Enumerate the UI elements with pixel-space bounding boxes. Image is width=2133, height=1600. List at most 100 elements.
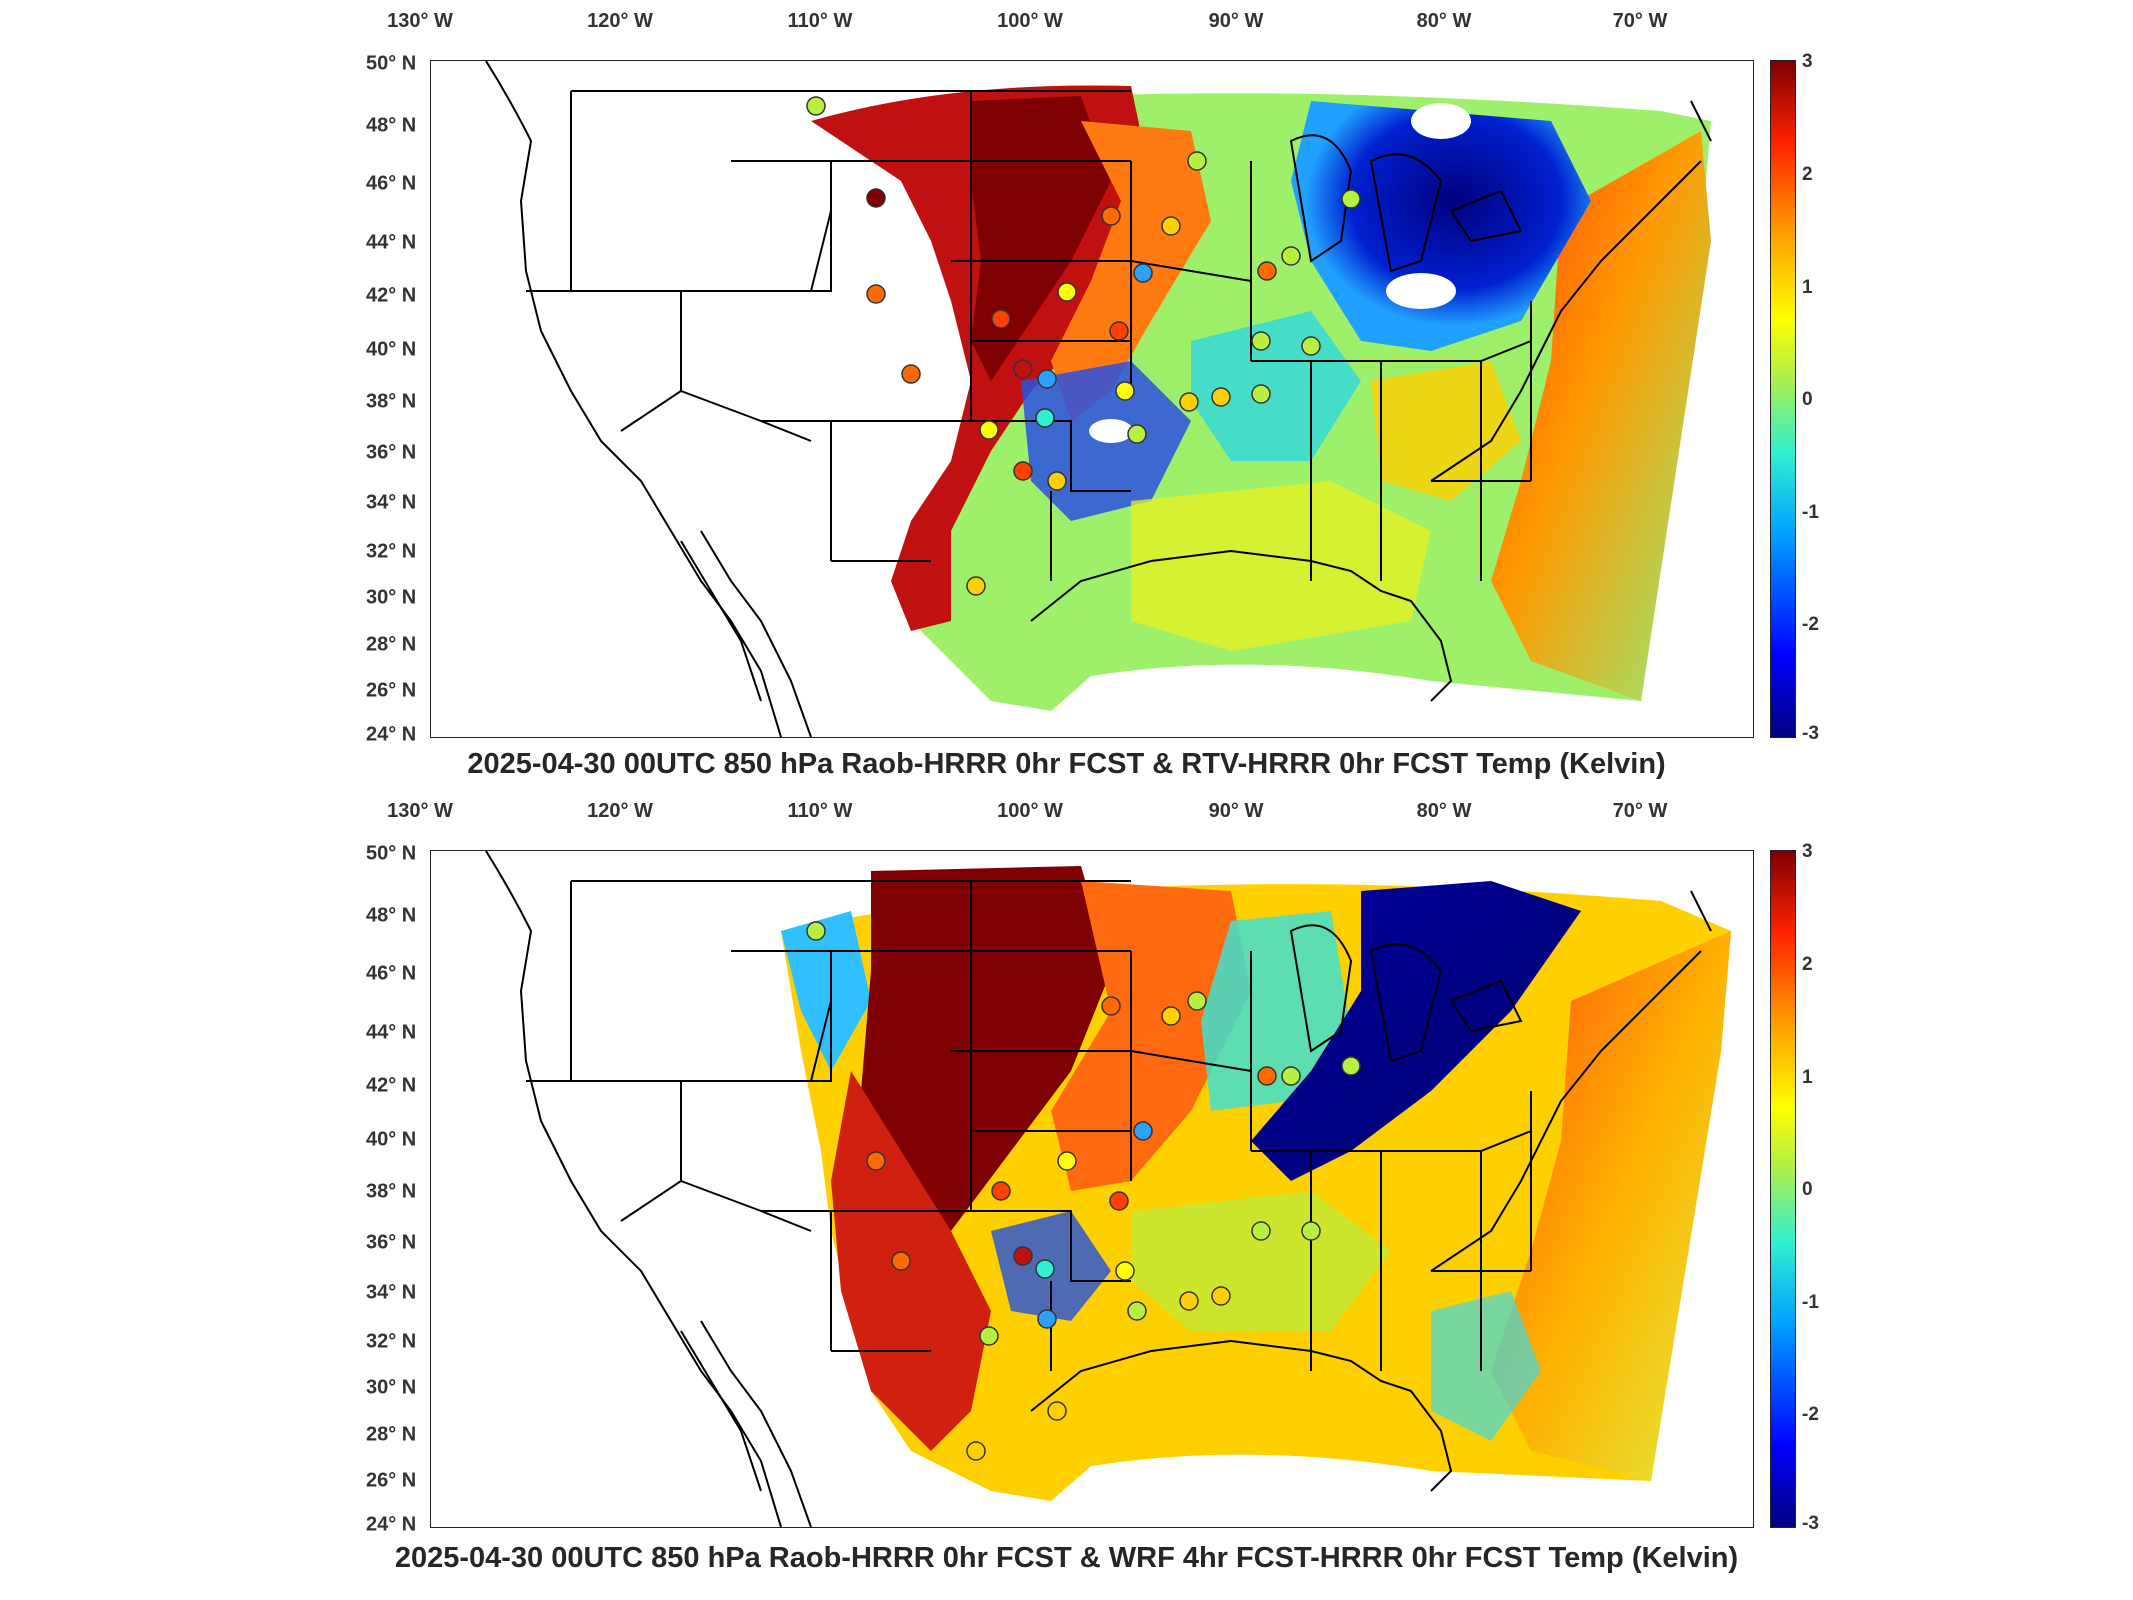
raob-dot xyxy=(1127,1301,1147,1321)
lon-label: 120° W xyxy=(587,10,653,32)
great-lakes xyxy=(1289,924,1523,1063)
lat-label: 28° N xyxy=(366,1423,417,1446)
colorbar-label: -1 xyxy=(1802,502,1819,523)
raob-dot xyxy=(1013,1246,1033,1266)
raob-dot xyxy=(1037,1309,1057,1329)
colorbar-label: 0 xyxy=(1802,389,1813,410)
raob-dot xyxy=(1257,261,1277,281)
lat-label: 48° N xyxy=(366,904,417,927)
lat-label: 30° N xyxy=(366,1376,417,1399)
east-coast xyxy=(1430,100,1712,482)
temperature-difference-map xyxy=(485,61,1712,737)
lat-label: 38° N xyxy=(366,390,417,413)
lon-label: 110° W xyxy=(787,800,853,822)
colorbar-label: 2 xyxy=(1802,164,1813,185)
raob-dot xyxy=(1047,471,1067,491)
raob-dot xyxy=(1047,1401,1067,1421)
raob-dot xyxy=(1109,1191,1129,1211)
gulf-coast xyxy=(1030,1339,1453,1492)
colorbar xyxy=(1770,60,1796,738)
lat-label: 38° N xyxy=(366,1180,417,1203)
lat-label: 42° N xyxy=(366,284,417,307)
lat-label: 46° N xyxy=(366,962,417,985)
lon-label: 70° W xyxy=(1612,800,1668,822)
panel-title: 2025-04-30 00UTC 850 hPa Raob-HRRR 0hr F… xyxy=(467,748,1666,780)
raob-dot xyxy=(1187,991,1207,1011)
lat-label: 44° N xyxy=(366,1021,417,1044)
lon-label: 90° W xyxy=(1208,800,1264,822)
map-top xyxy=(430,60,1754,738)
colorbar-label: 1 xyxy=(1802,277,1813,298)
colorbar-tick xyxy=(1788,60,1795,62)
raob-dot xyxy=(1035,408,1055,428)
cyan-gulf xyxy=(1431,1291,1541,1441)
lat-label: 48° N xyxy=(366,114,417,137)
raob-dot xyxy=(1127,424,1147,444)
raob-dot xyxy=(866,188,886,208)
colorbar-label: 3 xyxy=(1802,51,1813,72)
east-coast xyxy=(1430,890,1712,1272)
raob-dot xyxy=(1013,359,1033,379)
colorbar-label: -3 xyxy=(1802,1513,1819,1534)
lat-label: 24° N xyxy=(366,723,417,746)
raob-dot xyxy=(1179,392,1199,412)
lat-label: 50° N xyxy=(366,842,417,865)
raob-dots xyxy=(806,96,1361,596)
raob-dot xyxy=(991,309,1011,329)
lat-label: 28° N xyxy=(366,633,417,656)
raob-dot xyxy=(1109,321,1129,341)
orange-region xyxy=(1051,881,1251,1191)
colorbar-label: 0 xyxy=(1802,1179,1813,1200)
raob-dot xyxy=(1341,1056,1361,1076)
state-lines-west xyxy=(526,881,971,1352)
lon-label: 80° W xyxy=(1416,10,1472,32)
raob-dot xyxy=(1057,1151,1077,1171)
raob-dot xyxy=(1251,384,1271,404)
colorbar-label: 2 xyxy=(1802,954,1813,975)
lat-label: 32° N xyxy=(366,540,417,563)
raob-dot xyxy=(1101,996,1121,1016)
lon-label: 130° W xyxy=(387,800,453,822)
lat-label: 46° N xyxy=(366,172,417,195)
lon-label: 100° W xyxy=(997,800,1063,822)
yellow-region xyxy=(1371,361,1521,501)
colorbar-label: 1 xyxy=(1802,1067,1813,1088)
colorbar-label: 3 xyxy=(1802,841,1813,862)
lon-label: 90° W xyxy=(1208,10,1264,32)
gulf-coast xyxy=(1030,549,1453,702)
baja-coast xyxy=(680,1320,812,1527)
raob-dot xyxy=(1115,381,1135,401)
lon-label: 120° W xyxy=(587,800,653,822)
west-coastline xyxy=(485,61,782,737)
raob-dot xyxy=(1251,331,1271,351)
state-lines-east xyxy=(1130,951,1532,1371)
raob-dot xyxy=(979,1326,999,1346)
raob-dot xyxy=(966,1441,986,1461)
raob-dot xyxy=(1251,1221,1271,1241)
lat-label: 24° N xyxy=(366,1513,417,1536)
raob-dot xyxy=(1211,387,1231,407)
raob-dot xyxy=(1161,1006,1181,1026)
cold-band xyxy=(1251,881,1581,1181)
lat-label: 36° N xyxy=(366,441,417,464)
lat-label: 34° N xyxy=(366,1281,417,1304)
raob-dot xyxy=(1179,1291,1199,1311)
cyan-mid xyxy=(1201,911,1351,1111)
raob-dot xyxy=(806,96,826,116)
raob-dot xyxy=(1035,1259,1055,1279)
state-lines-central xyxy=(951,881,1132,1371)
state-lines-east xyxy=(1130,161,1532,581)
raob-dot xyxy=(1301,336,1321,356)
raob-dot xyxy=(901,364,921,384)
map-bottom xyxy=(430,850,1754,1528)
raob-dot xyxy=(1115,1261,1135,1281)
dark-red-region xyxy=(861,866,1111,1271)
lat-label: 26° N xyxy=(366,679,417,702)
yellow-gulf xyxy=(1131,481,1431,651)
state-lines-west xyxy=(526,91,971,562)
cold-region xyxy=(1291,101,1591,351)
colorbar-label: -2 xyxy=(1802,614,1819,635)
panel-top: 130° W 120° W 110° W 100° W 90° W 80° W … xyxy=(0,0,2133,790)
raob-dot xyxy=(1161,216,1181,236)
raob-dots xyxy=(806,921,1361,1461)
